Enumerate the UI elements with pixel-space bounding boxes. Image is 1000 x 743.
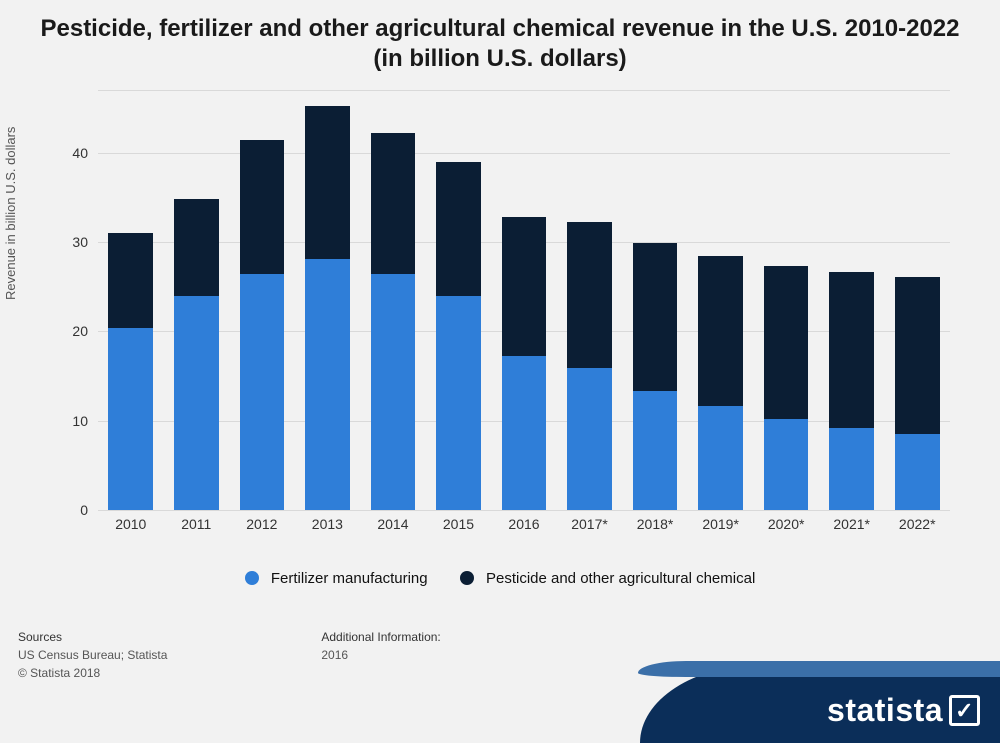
additional-info-heading: Additional Information: [321, 628, 581, 646]
x-tick-label: 2022* [884, 516, 950, 532]
bar-segment [502, 217, 547, 356]
bar-group [174, 199, 219, 510]
y-tick-label: 0 [48, 502, 88, 518]
bar-segment [436, 296, 481, 510]
bar-segment [240, 140, 285, 274]
bar-segment [895, 434, 940, 510]
x-axis-labels: 20102011201220132014201520162017*2018*20… [98, 516, 950, 540]
bar-segment [502, 356, 547, 510]
bar-segment [633, 243, 678, 391]
logo-mark-icon: ✓ [949, 695, 980, 726]
bar-segment [764, 419, 809, 510]
x-tick-label: 2018* [622, 516, 688, 532]
bar-group [240, 140, 285, 510]
chart-legend: Fertilizer manufacturing Pesticide and o… [0, 570, 1000, 587]
y-axis-title: Revenue in billion U.S. dollars [3, 127, 18, 300]
chart-plot: 010203040 [98, 90, 950, 510]
logo-text: statista✓ [827, 692, 980, 729]
y-tick-label: 40 [48, 145, 88, 161]
chart-footer: Sources US Census Bureau; Statista © Sta… [18, 628, 618, 682]
x-tick-label: 2017* [557, 516, 623, 532]
additional-info-text: 2016 [321, 646, 581, 664]
bar-segment [108, 328, 153, 510]
x-tick-label: 2016 [491, 516, 557, 532]
x-tick-label: 2013 [295, 516, 361, 532]
chart-title: Pesticide, fertilizer and other agricult… [0, 0, 1000, 80]
legend-item-fertilizer: Fertilizer manufacturing [245, 570, 428, 587]
gridline [98, 153, 950, 154]
bar-segment [764, 266, 809, 419]
statista-logo: statista✓ [640, 665, 1000, 743]
bar-segment [371, 133, 416, 274]
legend-swatch-icon [460, 571, 474, 585]
copyright-text: © Statista 2018 [18, 664, 298, 682]
sources-heading: Sources [18, 628, 298, 646]
x-tick-label: 2012 [229, 516, 295, 532]
bar-segment [108, 233, 153, 328]
bar-group [436, 162, 481, 511]
bar-segment [633, 391, 678, 510]
bar-group [698, 256, 743, 510]
bar-segment [436, 162, 481, 296]
bar-segment [240, 274, 285, 510]
x-tick-label: 2010 [98, 516, 164, 532]
chart-area: 010203040 201020112012201320142015201620… [80, 90, 950, 550]
y-tick-label: 30 [48, 234, 88, 250]
x-tick-label: 2019* [688, 516, 754, 532]
legend-label: Fertilizer manufacturing [271, 570, 428, 587]
legend-item-pesticide: Pesticide and other agricultural chemica… [460, 570, 755, 587]
gridline [98, 510, 950, 511]
bar-group [829, 272, 874, 510]
bar-segment [305, 259, 350, 510]
sources-text: US Census Bureau; Statista [18, 646, 298, 664]
bar-segment [567, 368, 612, 510]
bar-segment [829, 428, 874, 510]
bar-segment [174, 199, 219, 296]
y-tick-label: 10 [48, 413, 88, 429]
bar-segment [895, 277, 940, 434]
x-tick-label: 2014 [360, 516, 426, 532]
bar-group [567, 222, 612, 510]
x-tick-label: 2015 [426, 516, 492, 532]
bar-group [764, 266, 809, 510]
bar-group [895, 277, 940, 510]
bar-group [633, 243, 678, 510]
bar-group [108, 233, 153, 510]
bar-segment [829, 272, 874, 427]
legend-label: Pesticide and other agricultural chemica… [486, 570, 755, 587]
x-tick-label: 2020* [753, 516, 819, 532]
bar-group [371, 133, 416, 510]
bar-segment [174, 296, 219, 510]
y-tick-label: 20 [48, 323, 88, 339]
x-tick-label: 2021* [819, 516, 885, 532]
bar-segment [305, 106, 350, 259]
legend-swatch-icon [245, 571, 259, 585]
bar-segment [698, 256, 743, 406]
bar-segment [698, 406, 743, 510]
bar-segment [371, 274, 416, 510]
bar-segment [567, 222, 612, 368]
bar-group [305, 106, 350, 510]
x-tick-label: 2011 [164, 516, 230, 532]
bar-group [502, 217, 547, 510]
